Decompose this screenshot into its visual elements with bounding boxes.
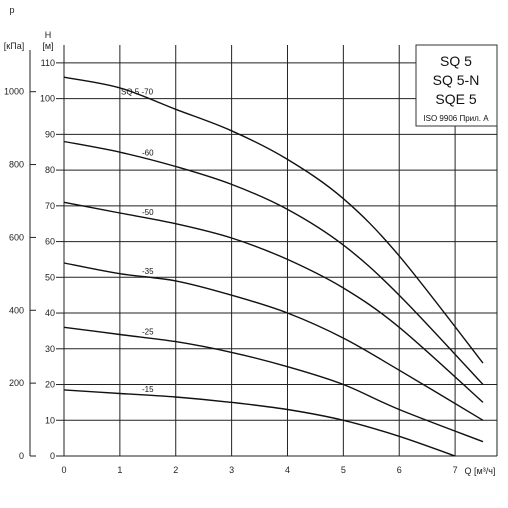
pressure-tick-label: 0 (19, 451, 24, 461)
pressure-tick-label: 1000 (4, 87, 24, 97)
flow-axis-label: Q [м³/ч] (465, 466, 496, 476)
head-tick-label: 100 (40, 94, 55, 104)
head-tick-label: 10 (45, 415, 55, 425)
title-line-2: SQ 5-N (433, 72, 480, 88)
series-label: -50 (142, 208, 154, 217)
series-label: -15 (142, 385, 154, 394)
head-tick-label: 40 (45, 308, 55, 318)
head-axis-symbol: H (45, 30, 52, 40)
series-line (63, 140, 484, 385)
x-tick-label: 2 (173, 465, 178, 475)
head-tick-label: 110 (41, 58, 55, 68)
series-line (63, 262, 484, 421)
head-tick-label: 0 (50, 451, 55, 461)
series-label: -25 (142, 328, 154, 337)
series-label: SQ 5 -70 (121, 88, 154, 97)
head-tick-label: 20 (45, 380, 55, 390)
head-axis-unit: [м] (42, 41, 53, 51)
head-tick-label: 30 (45, 344, 55, 354)
tick-labels: 0 1 2 3 4 5 6 701020304050607080901001100200400… (4, 58, 458, 475)
curve-labels: SQ 5 -70 -60 -50 -35 -25 -15 (121, 88, 154, 395)
x-tick-label: 0 (61, 465, 66, 475)
series-label: -35 (142, 267, 154, 276)
pressure-tick-label: 200 (9, 378, 24, 388)
x-tick-label: 5 (341, 465, 346, 475)
pressure-tick-label: 800 (9, 160, 24, 170)
x-tick-label: 4 (285, 465, 290, 475)
head-tick-label: 80 (45, 165, 55, 175)
series-line (63, 389, 456, 457)
head-tick-label: 50 (45, 272, 55, 282)
legend-box: SQ 5 SQ 5-N SQE 5 ISO 9906 Прил. А (415, 44, 498, 127)
head-tick-label: 60 (45, 237, 55, 247)
curves (63, 76, 484, 457)
series-line (63, 76, 484, 364)
title-line-3: SQE 5 (435, 91, 476, 107)
x-tick-label: 7 (453, 465, 458, 475)
pressure-axis-unit: [кПа] (4, 41, 24, 51)
x-tick-label: 1 (117, 465, 122, 475)
grid (29, 45, 498, 457)
series-line (63, 201, 484, 403)
x-tick-label: 3 (229, 465, 234, 475)
standard-note: ISO 9906 Прил. А (423, 114, 489, 123)
pressure-axis-symbol: p (9, 5, 14, 15)
series-line (63, 326, 484, 443)
pressure-tick-label: 600 (9, 232, 24, 242)
head-tick-label: 70 (45, 201, 55, 211)
series-label: -60 (142, 149, 154, 158)
title-line-1: SQ 5 (440, 53, 472, 69)
head-tick-label: 90 (45, 129, 55, 139)
x-tick-label: 6 (397, 465, 402, 475)
pressure-tick-label: 400 (9, 305, 24, 315)
